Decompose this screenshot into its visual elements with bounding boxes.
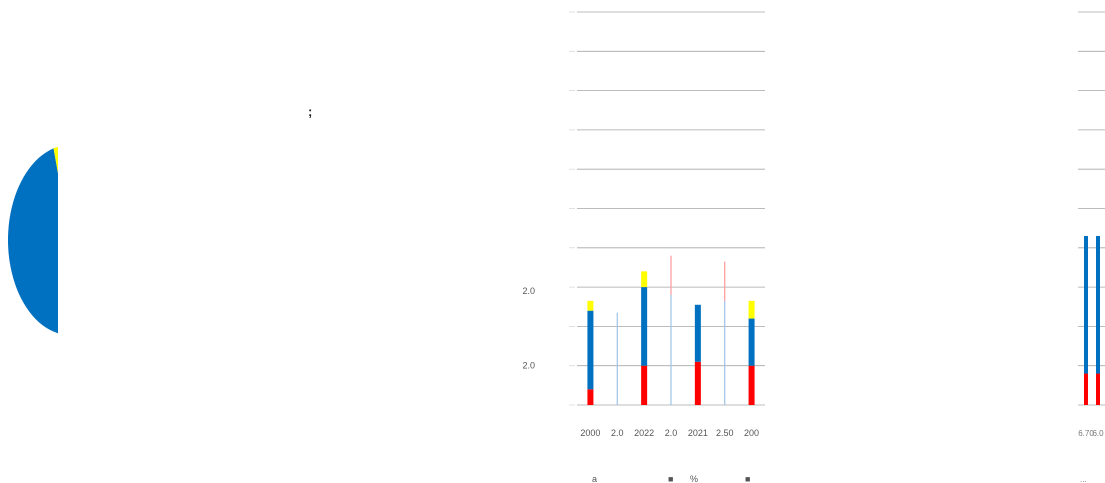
bar-segment-blue (641, 287, 648, 366)
bar-segment-pink (724, 261, 726, 301)
x-tick-label: 2.0 (611, 428, 624, 438)
bar-segment-red (641, 365, 648, 405)
right-x-tick-label: 6.0 (1092, 429, 1104, 438)
bar-segment-red (694, 361, 701, 405)
bar-segment-light_blue (670, 294, 672, 405)
legend-entry: % (690, 474, 698, 483)
x-tick-label: 2.0 (665, 428, 678, 438)
bar-segment-pink (670, 255, 672, 295)
right-legend-entry: ... (1080, 475, 1087, 483)
bar-segment-yellow (748, 300, 755, 319)
bar-segment-red (587, 389, 594, 405)
bar-segment-blue (587, 310, 594, 390)
y-side-label: 2.0 (522, 361, 535, 371)
x-tick-label: 200 (744, 428, 759, 438)
right-bar-segment-red (1096, 373, 1100, 405)
right-x-tick-label: 6.70 (1078, 429, 1094, 438)
bar-segment-blue (694, 304, 701, 362)
x-tick-label: 2021 (688, 428, 708, 438)
legend-entry: ■ (745, 474, 750, 483)
bar-segment-light_blue (724, 300, 726, 405)
bar-segment-red (748, 365, 755, 405)
x-tick-label: 2000 (580, 428, 600, 438)
pie-chart (8, 120, 80, 370)
pie-legend-mark: ; (308, 104, 313, 119)
pie-clip (58, 120, 80, 370)
right-bar-segment-blue (1096, 236, 1100, 374)
x-tick-label: 2022 (634, 428, 654, 438)
y-side-label: 2.0 (522, 286, 535, 296)
right-bar-segment-red (1084, 373, 1088, 405)
right-bar-segment-blue (1084, 236, 1088, 374)
bar-segment-yellow (641, 271, 648, 288)
bar-segment-light_blue (616, 312, 618, 405)
bar-segment-yellow (587, 300, 594, 311)
bar-segment-blue (748, 318, 755, 366)
x-tick-label: 2.50 (716, 428, 734, 438)
legend-entry: ■ (668, 474, 673, 483)
legend-entry: a (592, 474, 597, 483)
